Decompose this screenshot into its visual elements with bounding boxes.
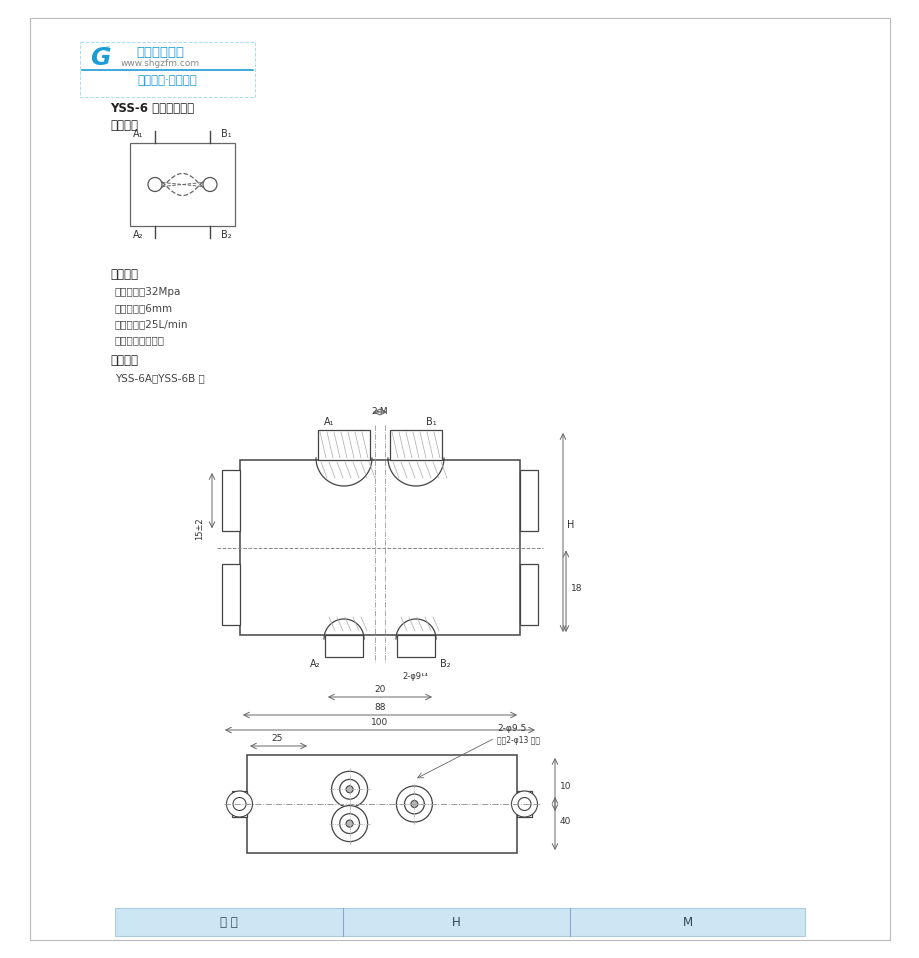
Text: B₂: B₂ bbox=[221, 230, 232, 240]
Text: G: G bbox=[90, 46, 110, 70]
Bar bbox=[246, 755, 516, 853]
Bar bbox=[232, 791, 246, 817]
Text: 10: 10 bbox=[560, 783, 571, 791]
Text: 2-φ9¹⁴: 2-φ9¹⁴ bbox=[402, 672, 427, 681]
Text: H: H bbox=[451, 916, 460, 928]
Text: 外形尺寸: 外形尺寸 bbox=[110, 354, 138, 368]
Text: H: H bbox=[567, 519, 574, 530]
Bar bbox=[240, 460, 519, 635]
Text: 25: 25 bbox=[271, 734, 282, 743]
Text: 40: 40 bbox=[560, 816, 571, 826]
Text: 好阀门工洲造: 好阀门工洲造 bbox=[136, 45, 184, 58]
Text: A₂: A₂ bbox=[133, 230, 143, 240]
Text: A₂: A₂ bbox=[309, 659, 320, 669]
Circle shape bbox=[339, 780, 359, 799]
Text: 图形符号: 图形符号 bbox=[110, 119, 138, 131]
Text: 工洲阀门·台湾品质: 工洲阀门·台湾品质 bbox=[137, 74, 197, 86]
Text: 18: 18 bbox=[571, 584, 582, 593]
Text: 技术参数: 技术参数 bbox=[110, 268, 138, 282]
Text: YSS-6A、YSS-6B 型: YSS-6A、YSS-6B 型 bbox=[115, 373, 205, 383]
Circle shape bbox=[339, 813, 359, 833]
Circle shape bbox=[511, 791, 537, 817]
Bar bbox=[221, 563, 240, 625]
Bar bbox=[221, 470, 240, 532]
Text: 15±2: 15±2 bbox=[196, 517, 204, 539]
Text: 88: 88 bbox=[374, 703, 385, 712]
Text: 型 号: 型 号 bbox=[220, 916, 237, 928]
Bar bbox=[130, 143, 234, 226]
Text: 适用介质：液压油: 适用介质：液压油 bbox=[115, 335, 165, 345]
Bar bbox=[324, 635, 363, 657]
Circle shape bbox=[346, 820, 353, 827]
Circle shape bbox=[331, 806, 368, 841]
Text: 公称通径：6mm: 公称通径：6mm bbox=[115, 303, 173, 313]
Text: 公称压力：32Mpa: 公称压力：32Mpa bbox=[115, 287, 181, 297]
Bar bbox=[516, 791, 531, 817]
Text: M: M bbox=[682, 916, 692, 928]
Circle shape bbox=[233, 797, 245, 810]
Bar bbox=[519, 563, 538, 625]
Text: 100: 100 bbox=[371, 718, 388, 727]
Circle shape bbox=[396, 786, 432, 822]
Text: A₁: A₁ bbox=[323, 417, 334, 427]
Text: YSS-6 型双向液压锁: YSS-6 型双向液压锁 bbox=[110, 102, 194, 115]
Text: A₁: A₁ bbox=[133, 129, 143, 139]
Circle shape bbox=[346, 786, 353, 793]
Text: ®: ® bbox=[105, 47, 111, 53]
Bar bbox=[390, 430, 441, 460]
Text: B₁: B₁ bbox=[425, 417, 436, 427]
Circle shape bbox=[404, 794, 424, 814]
Bar bbox=[519, 470, 538, 532]
Bar bbox=[115, 908, 804, 936]
Circle shape bbox=[411, 801, 417, 808]
Text: 沉孔2-φ13 深度: 沉孔2-φ13 深度 bbox=[496, 736, 539, 745]
Text: B₂: B₂ bbox=[439, 659, 450, 669]
Text: 20: 20 bbox=[374, 685, 385, 694]
Text: 2-M: 2-M bbox=[371, 407, 388, 416]
Circle shape bbox=[331, 771, 368, 808]
Text: 2-φ9.5: 2-φ9.5 bbox=[496, 724, 526, 733]
Circle shape bbox=[517, 797, 530, 810]
Circle shape bbox=[226, 791, 252, 817]
Bar bbox=[80, 42, 255, 97]
Circle shape bbox=[203, 177, 217, 192]
Circle shape bbox=[148, 177, 162, 192]
Bar bbox=[397, 635, 435, 657]
Text: B₁: B₁ bbox=[221, 129, 232, 139]
Text: www.shgzfm.com: www.shgzfm.com bbox=[120, 58, 199, 67]
Text: 额定流量：25L/min: 额定流量：25L/min bbox=[115, 319, 188, 329]
Bar bbox=[318, 430, 369, 460]
